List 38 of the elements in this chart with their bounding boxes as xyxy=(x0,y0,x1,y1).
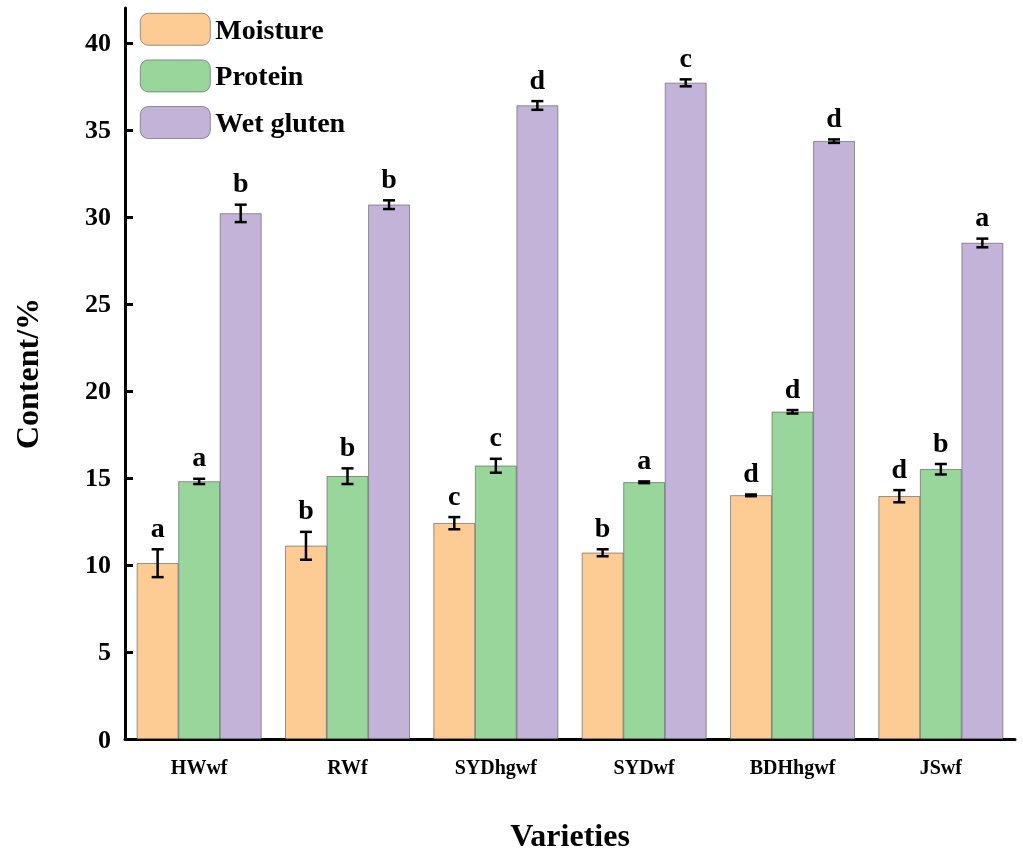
data-label: c xyxy=(679,41,692,73)
x-tick-label: SYDhgwf xyxy=(454,756,538,779)
data-label: d xyxy=(891,452,908,484)
legend-label: Moisture xyxy=(215,13,324,45)
y-tick-label: 35 xyxy=(85,115,111,145)
x-tick-label: BDHhgwf xyxy=(749,756,836,779)
legend-label: Wet gluten xyxy=(215,107,346,138)
y-tick-label: 25 xyxy=(85,289,111,319)
y-tick-label: 15 xyxy=(85,463,111,493)
data-label: b xyxy=(381,162,397,194)
x-tick-label: HWwf xyxy=(170,756,228,778)
data-label: c xyxy=(489,421,503,453)
y-tick-label: 10 xyxy=(85,550,111,580)
x-axis-title: Varieties xyxy=(510,817,630,853)
data-label: d xyxy=(826,101,843,133)
data-label: a xyxy=(637,443,652,475)
data-label: b xyxy=(232,167,249,199)
y-tick-label: 5 xyxy=(98,637,111,667)
data-label: d xyxy=(529,63,546,95)
y-tick-label: 20 xyxy=(85,376,111,406)
x-tick-label: SYDwf xyxy=(613,756,676,778)
y-tick-label: 30 xyxy=(85,202,111,232)
data-label: c xyxy=(448,479,461,511)
data-label: b xyxy=(339,430,356,462)
data-label: a xyxy=(975,201,990,233)
x-tick-label: JSwf xyxy=(919,756,963,778)
data-label: a xyxy=(150,511,165,543)
data-label: a xyxy=(192,441,207,473)
y-axis-title: Content/% xyxy=(9,297,45,450)
y-tick-label: 0 xyxy=(98,724,111,754)
data-label: b xyxy=(298,494,314,526)
x-tick-label: RWf xyxy=(327,756,369,778)
data-label: b xyxy=(933,426,949,458)
legend-label: Protein xyxy=(215,60,304,92)
y-tick-label: 40 xyxy=(85,28,111,58)
data-label: d xyxy=(784,372,801,404)
data-label: b xyxy=(594,511,611,543)
data-label: d xyxy=(743,456,760,488)
